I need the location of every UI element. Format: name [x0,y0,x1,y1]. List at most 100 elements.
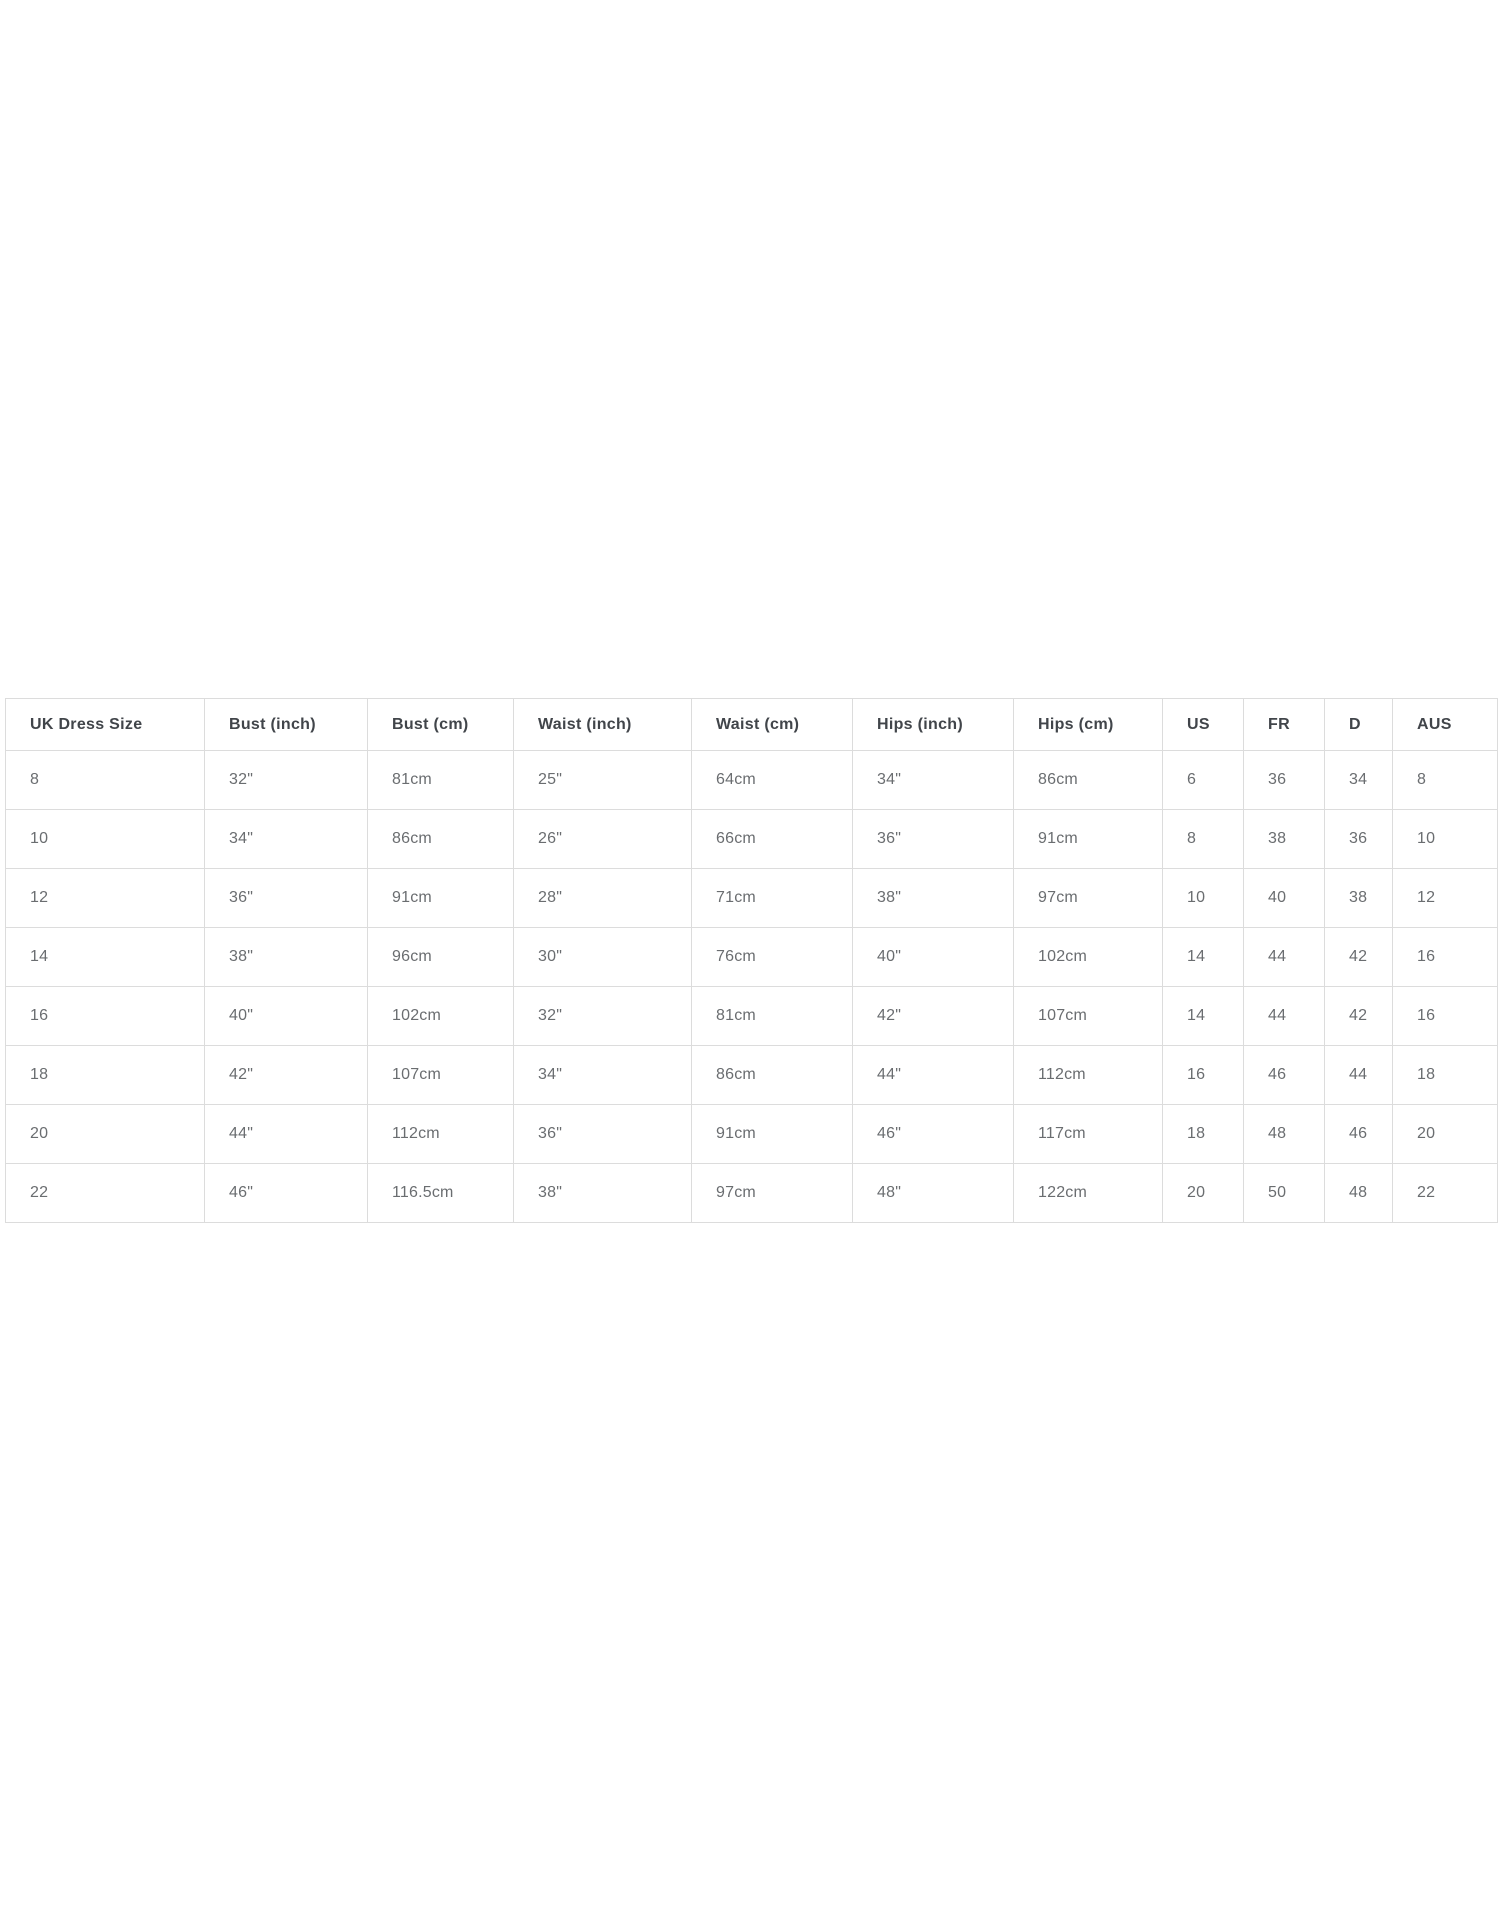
table-cell: 16 [1162,1045,1244,1105]
table-cell: 34" [852,750,1014,810]
column-header: Hips (cm) [1013,698,1163,751]
table-cell: 66cm [691,809,853,869]
table-cell: 91cm [691,1104,853,1164]
table-cell: 40 [1243,868,1325,928]
table-cell: 107cm [367,1045,514,1105]
table-cell: 50 [1243,1163,1325,1223]
table-cell: 6 [1162,750,1244,810]
size-chart-table: UK Dress Size Bust (inch) Bust (cm) Waist (… [5,698,1498,1223]
table-cell: 28" [513,868,692,928]
table-cell: 38" [204,927,368,987]
column-header: Waist (inch) [513,698,692,751]
table-cell: 91cm [1013,809,1163,869]
table-cell: 86cm [367,809,514,869]
table-cell: 81cm [367,750,514,810]
table-cell: 107cm [1013,986,1163,1046]
table-cell: 8 [1162,809,1244,869]
table-cell: 42 [1324,986,1393,1046]
table-cell: 38" [852,868,1014,928]
table-cell: 44" [852,1045,1014,1105]
table-cell: 76cm [691,927,853,987]
table-cell: 44 [1324,1045,1393,1105]
table-cell: 38 [1243,809,1325,869]
table-cell: 48 [1324,1163,1393,1223]
table-cell: 117cm [1013,1104,1163,1164]
table-cell: 44 [1243,986,1325,1046]
table-cell: 20 [1162,1163,1244,1223]
table-cell: 14 [5,927,205,987]
table-cell: 71cm [691,868,853,928]
table-cell: 102cm [367,986,514,1046]
table-cell: 14 [1162,986,1244,1046]
table-cell: 34" [204,809,368,869]
table-cell: 20 [5,1104,205,1164]
table-row: 10 34" 86cm 26" 66cm 36" 91cm 8 38 36 10 [5,809,1498,869]
size-chart-head: UK Dress Size Bust (inch) Bust (cm) Waist (… [5,698,1498,751]
table-cell: 36" [204,868,368,928]
table-cell: 10 [1162,868,1244,928]
table-cell: 36 [1243,750,1325,810]
table-cell: 48" [852,1163,1014,1223]
table-cell: 97cm [691,1163,853,1223]
table-cell: 46" [204,1163,368,1223]
column-header: Bust (cm) [367,698,514,751]
column-header: D [1324,698,1393,751]
column-header: Bust (inch) [204,698,368,751]
table-cell: 32" [513,986,692,1046]
table-row: 18 42" 107cm 34" 86cm 44" 112cm 16 46 44 18 [5,1045,1498,1105]
table-cell: 40" [204,986,368,1046]
table-cell: 22 [1392,1163,1498,1223]
table-cell: 34" [513,1045,692,1105]
table-cell: 12 [5,868,205,928]
table-cell: 8 [1392,750,1498,810]
table-cell: 116.5cm [367,1163,514,1223]
table-cell: 64cm [691,750,853,810]
table-cell: 10 [1392,809,1498,869]
table-cell: 40" [852,927,1014,987]
table-cell: 46" [852,1104,1014,1164]
table-row: 16 40" 102cm 32" 81cm 42" 107cm 14 44 42 16 [5,986,1498,1046]
table-cell: 20 [1392,1104,1498,1164]
table-cell: 122cm [1013,1163,1163,1223]
table-cell: 18 [1162,1104,1244,1164]
table-cell: 42" [852,986,1014,1046]
table-cell: 16 [1392,986,1498,1046]
table-cell: 81cm [691,986,853,1046]
table-cell: 46 [1243,1045,1325,1105]
table-row: 22 46" 116.5cm 38" 97cm 48" 122cm 20 50 48 22 [5,1163,1498,1223]
table-cell: 44 [1243,927,1325,987]
table-cell: 36 [1324,809,1393,869]
table-cell: 16 [5,986,205,1046]
column-header: FR [1243,698,1325,751]
table-cell: 38 [1324,868,1393,928]
column-header: Hips (inch) [852,698,1014,751]
header-row: UK Dress Size Bust (inch) Bust (cm) Waist (… [5,698,1498,751]
column-header: US [1162,698,1244,751]
table-cell: 34 [1324,750,1393,810]
table-cell: 112cm [1013,1045,1163,1105]
table-cell: 96cm [367,927,514,987]
table-cell: 86cm [1013,750,1163,810]
table-row: 14 38" 96cm 30" 76cm 40" 102cm 14 44 42 16 [5,927,1498,987]
table-cell: 18 [5,1045,205,1105]
table-cell: 10 [5,809,205,869]
table-cell: 46 [1324,1104,1393,1164]
table-cell: 8 [5,750,205,810]
table-row: 12 36" 91cm 28" 71cm 38" 97cm 10 40 38 12 [5,868,1498,928]
table-cell: 12 [1392,868,1498,928]
column-header: AUS [1392,698,1498,751]
table-cell: 91cm [367,868,514,928]
table-cell: 38" [513,1163,692,1223]
table-cell: 86cm [691,1045,853,1105]
table-cell: 16 [1392,927,1498,987]
table-cell: 36" [513,1104,692,1164]
table-cell: 32" [204,750,368,810]
size-chart-body: 8 32" 81cm 25" 64cm 34" 86cm 6 36 34 8 10 34" 86cm 26"… [5,750,1498,1223]
table-cell: 30" [513,927,692,987]
table-cell: 14 [1162,927,1244,987]
table-row: 20 44" 112cm 36" 91cm 46" 117cm 18 48 46 20 [5,1104,1498,1164]
table-row: 8 32" 81cm 25" 64cm 34" 86cm 6 36 34 8 [5,750,1498,810]
column-header: Waist (cm) [691,698,853,751]
table-cell: 18 [1392,1045,1498,1105]
